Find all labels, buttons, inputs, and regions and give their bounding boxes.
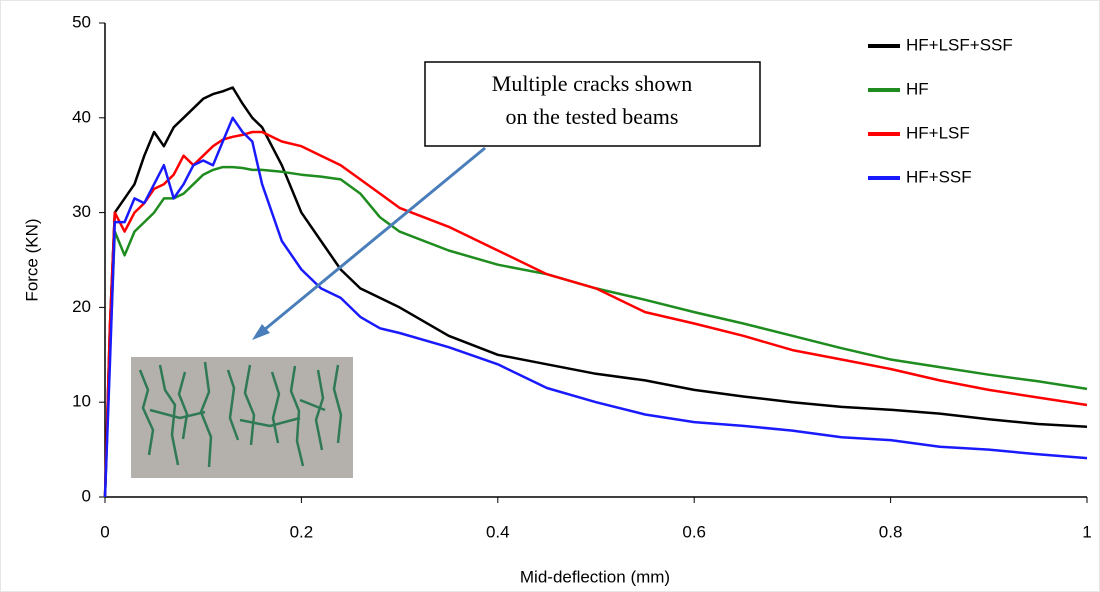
legend-item: HF+LSF (868, 123, 970, 142)
series-line (103, 165, 1088, 498)
legend-item: HF+LSF+SSF (868, 35, 1013, 54)
legend-label: HF+LSF+SSF (906, 35, 1013, 54)
annotation-text: Multiple cracks shown (492, 71, 692, 96)
plot-area: 0 10 20 30 40 50 0 0.2 0.4 0.6 0.8 1 (72, 12, 1092, 541)
legend-item: HF (868, 79, 929, 98)
legend-label: HF+SSF (906, 167, 972, 186)
y-tick-label: 40 (72, 107, 91, 126)
x-tick-label: 0 (100, 522, 109, 541)
crack-photo (131, 357, 353, 478)
series-line (103, 86, 1088, 498)
series-line (103, 130, 1088, 498)
x-tick-label: 0.8 (879, 522, 903, 541)
arrow-head (252, 324, 270, 340)
y-tick-label: 10 (72, 392, 91, 411)
legend-label: HF+LSF (906, 123, 970, 142)
series-line (103, 116, 1088, 498)
x-tick-label: 1 (1082, 522, 1091, 541)
y-axis-label: Force (KN) (22, 218, 41, 301)
y-tick-label: 30 (72, 202, 91, 221)
x-tick-label: 0.4 (486, 522, 510, 541)
y-tick-label: 0 (82, 486, 91, 505)
x-tick-label: 0.2 (290, 522, 314, 541)
arrow (257, 146, 486, 337)
x-axis-label: Mid-deflection (mm) (520, 567, 670, 586)
annotation-text: on the tested beams (506, 104, 679, 129)
annotation-box (424, 61, 761, 147)
y-tick-label: 20 (72, 297, 91, 316)
x-tick-label: 0.6 (682, 522, 706, 541)
legend-label: HF (906, 79, 929, 98)
legend-item: HF+SSF (868, 167, 972, 186)
y-tick-label: 50 (72, 12, 91, 31)
